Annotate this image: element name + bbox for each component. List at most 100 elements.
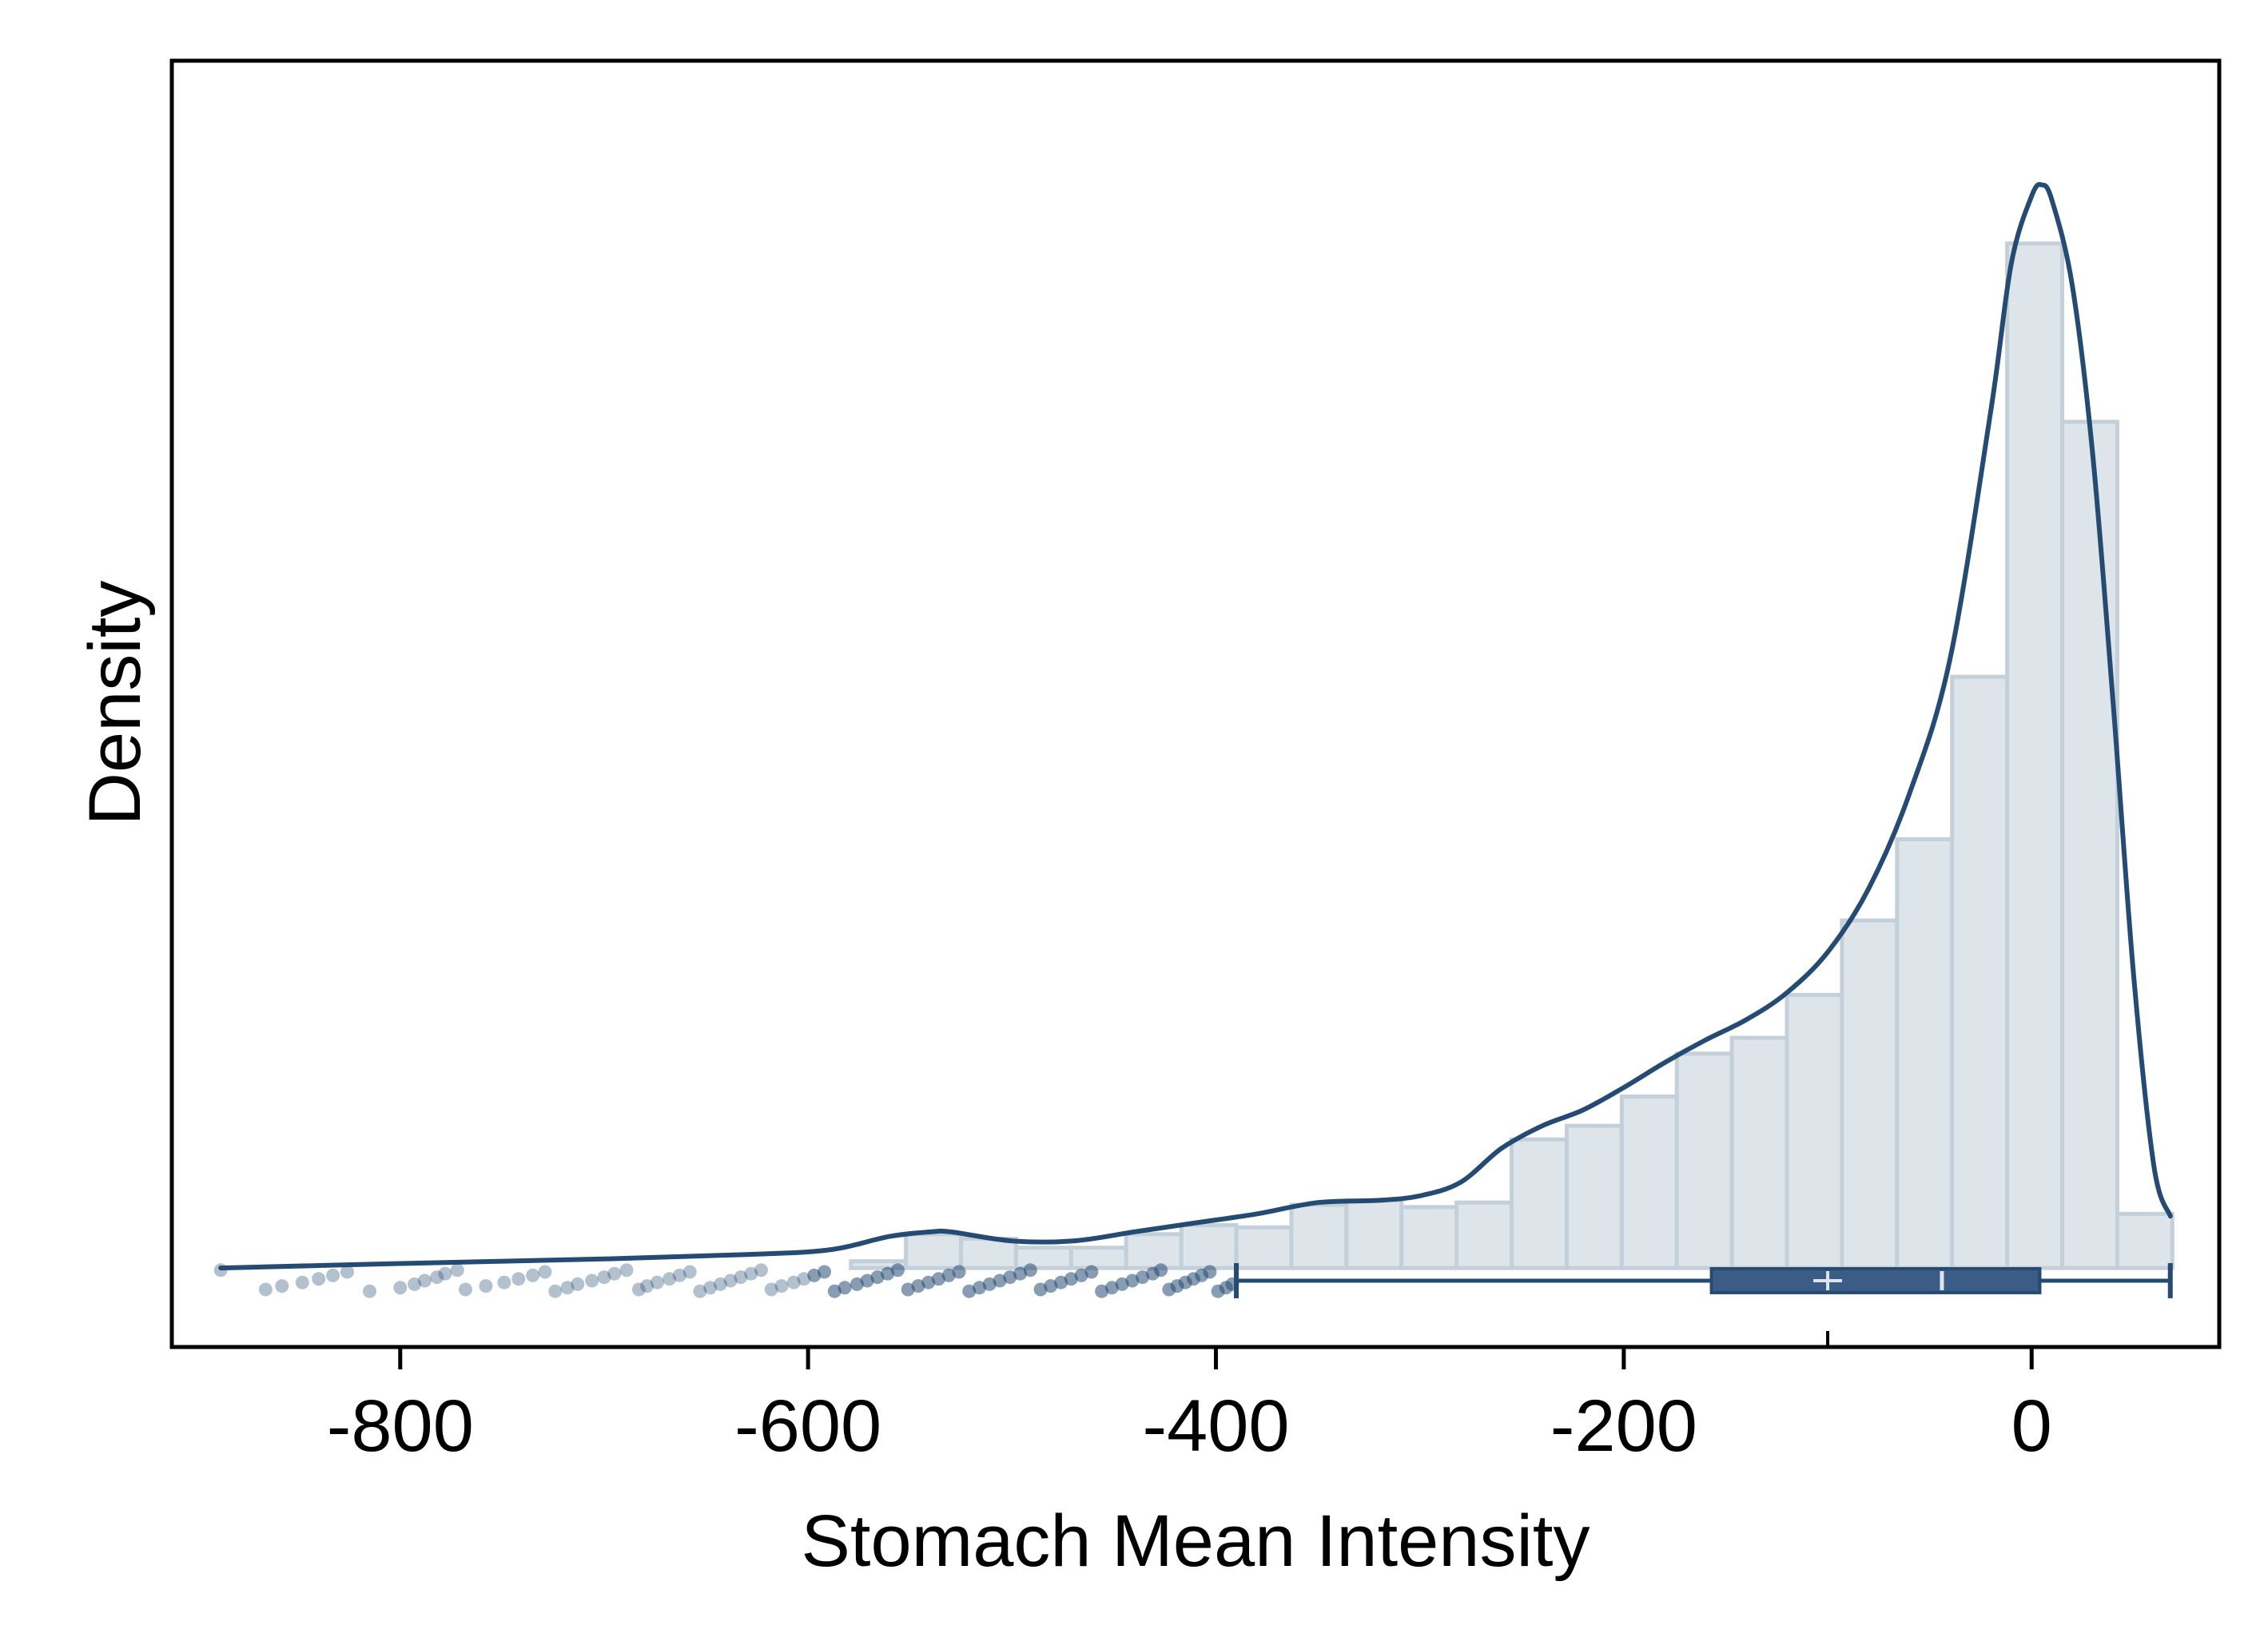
x-tick-label-4: 0 [2011,1385,2052,1467]
histogram-bar-10 [1399,1205,1459,1270]
outlier-point-5 [326,1268,340,1282]
outlier-point-73 [1104,1281,1119,1295]
outlier-point-11 [430,1270,444,1285]
outlier-point-60 [973,1281,987,1295]
outlier-point-15 [479,1279,493,1293]
outlier-point-41 [774,1279,789,1293]
outlier-point-35 [713,1277,727,1291]
histogram-bar-21 [2005,241,2065,1270]
histogram-bar-5 [1124,1232,1184,1270]
outlier-point-61 [982,1277,997,1291]
x-axis-label: Stomach Mean Intensity [802,1500,1590,1582]
outlier-point-78 [1154,1263,1168,1277]
y-axis-label: Density [74,581,156,826]
x-tick-label-0: -800 [327,1385,474,1467]
outlier-point-30 [662,1272,677,1286]
histogram-bar-20 [1950,674,2010,1270]
histogram-bar-15 [1674,1051,1734,1270]
x-axis-ticks: -800 -600 -400 -200 0 [327,1347,2052,1467]
outlier-point-51 [881,1266,895,1281]
outlier-point-58 [952,1265,966,1279]
outlier-point-56 [931,1272,945,1286]
outlier-point-48 [850,1277,864,1291]
outlier-point-64 [1013,1266,1028,1281]
outlier-point-75 [1125,1274,1140,1288]
outlier-point-32 [682,1265,697,1279]
kde-curve [218,181,2173,1271]
outlier-point-13 [450,1263,464,1277]
outlier-point-4 [312,1272,326,1286]
outlier-point-55 [921,1275,936,1289]
histogram-bar-8 [1289,1202,1349,1270]
outlier-point-10 [417,1274,432,1288]
outlier-point-9 [408,1277,422,1291]
histogram-bar-23 [2115,1211,2174,1270]
outlier-point-12 [438,1266,452,1281]
iqr-box [1709,1267,2042,1294]
outlier-point-6 [340,1265,354,1279]
x-tick-label-2: -400 [1142,1385,1289,1467]
outlier-point-31 [672,1268,686,1282]
kde-curve-layer [218,181,2173,1271]
histogram-bar-16 [1729,1035,1789,1270]
outlier-point-43 [797,1272,811,1286]
histogram-bars [849,241,2174,1270]
outlier-point-46 [827,1284,842,1298]
outlier-point-44 [807,1268,822,1282]
outlier-point-26 [619,1263,634,1277]
plot-frame [169,58,2222,1349]
x-tick-label-1: -600 [734,1385,881,1467]
outlier-point-72 [1095,1284,1109,1298]
outlier-point-1 [258,1282,273,1297]
outlier-point-62 [993,1274,1007,1288]
outlier-point-21 [560,1281,575,1295]
outlier-point-71 [1084,1265,1099,1279]
outlier-point-69 [1064,1272,1078,1286]
outlier-point-40 [764,1282,778,1297]
outlier-point-23 [585,1274,599,1288]
outlier-point-2 [275,1279,289,1293]
outlier-point-70 [1074,1268,1088,1282]
outlier-point-24 [597,1270,611,1285]
outlier-point-27 [631,1282,646,1297]
outlier-point-20 [548,1284,563,1298]
histogram-bar-17 [1785,992,1844,1270]
outlier-point-68 [1054,1275,1068,1289]
outlier-point-84 [1203,1265,1217,1279]
outlier-point-7 [363,1284,377,1298]
outlier-point-36 [723,1274,738,1288]
outlier-point-45 [818,1265,832,1279]
outlier-point-16 [497,1275,511,1289]
outlier-point-47 [838,1281,852,1295]
histogram-bar-11 [1454,1200,1514,1270]
histogram-bar-2 [959,1236,1018,1270]
outlier-point-25 [607,1266,622,1281]
outlier-point-39 [754,1263,768,1277]
outlier-point-37 [734,1270,748,1285]
outlier-point-0 [213,1263,228,1277]
outlier-point-65 [1023,1263,1037,1277]
outlier-point-76 [1136,1270,1150,1285]
outlier-point-3 [295,1275,309,1289]
outlier-point-8 [393,1281,408,1295]
histogram-bar-1 [904,1232,964,1270]
outlier-point-49 [860,1274,874,1288]
histogram-bar-18 [1840,918,1900,1270]
histogram-bar-22 [2060,419,2119,1270]
outlier-point-53 [901,1282,915,1297]
outlier-point-52 [890,1263,905,1277]
outlier-point-34 [703,1281,718,1295]
outlier-point-22 [571,1277,585,1291]
histogram-bar-12 [1510,1137,1569,1270]
outlier-point-59 [962,1284,977,1298]
outlier-point-17 [511,1272,526,1286]
histogram-bar-7 [1234,1225,1294,1270]
outlier-point-57 [941,1268,956,1282]
outlier-point-50 [870,1270,885,1285]
histogram-bar-19 [1895,836,1955,1270]
histogram-bar-4 [1068,1246,1128,1270]
outlier-point-38 [744,1266,758,1281]
histogram-bar-6 [1179,1222,1239,1270]
outlier-point-54 [911,1279,925,1293]
